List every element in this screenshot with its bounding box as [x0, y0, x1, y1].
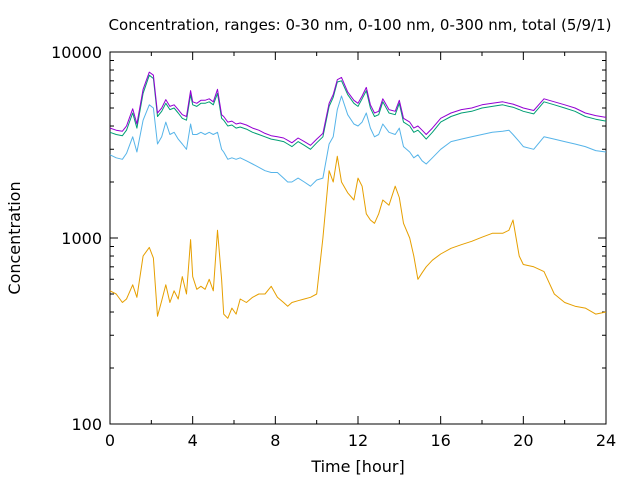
x-tick-label: 8 — [270, 431, 280, 450]
y-axis-title: Concentration — [5, 181, 24, 294]
y-tick-label: 1000 — [61, 229, 102, 248]
x-tick-label: 16 — [430, 431, 450, 450]
x-tick-label: 12 — [348, 431, 368, 450]
y-tick-label: 10000 — [51, 43, 102, 62]
y-tick-label: 100 — [71, 415, 102, 434]
series-line-2 — [109, 95, 607, 187]
series-line-4 — [109, 71, 607, 146]
minor-ticks — [110, 52, 606, 424]
major-ticks — [109, 51, 607, 425]
series-lines — [109, 71, 607, 319]
x-tick-label: 4 — [188, 431, 198, 450]
x-tick-label: 24 — [596, 431, 616, 450]
x-axis-title: Time [hour] — [310, 457, 404, 476]
series-line-1 — [109, 155, 607, 319]
series-line-3 — [109, 74, 607, 150]
y-tick-labels: 100 1000 10000 — [51, 43, 102, 434]
x-tick-labels: 0 4 8 12 16 20 24 — [105, 431, 616, 450]
plot-area-frame — [109, 51, 607, 425]
x-tick-label: 0 — [105, 431, 115, 450]
x-tick-label: 20 — [513, 431, 533, 450]
chart-title: Concentration, ranges: 0-30 nm, 0-100 nm… — [109, 16, 612, 34]
